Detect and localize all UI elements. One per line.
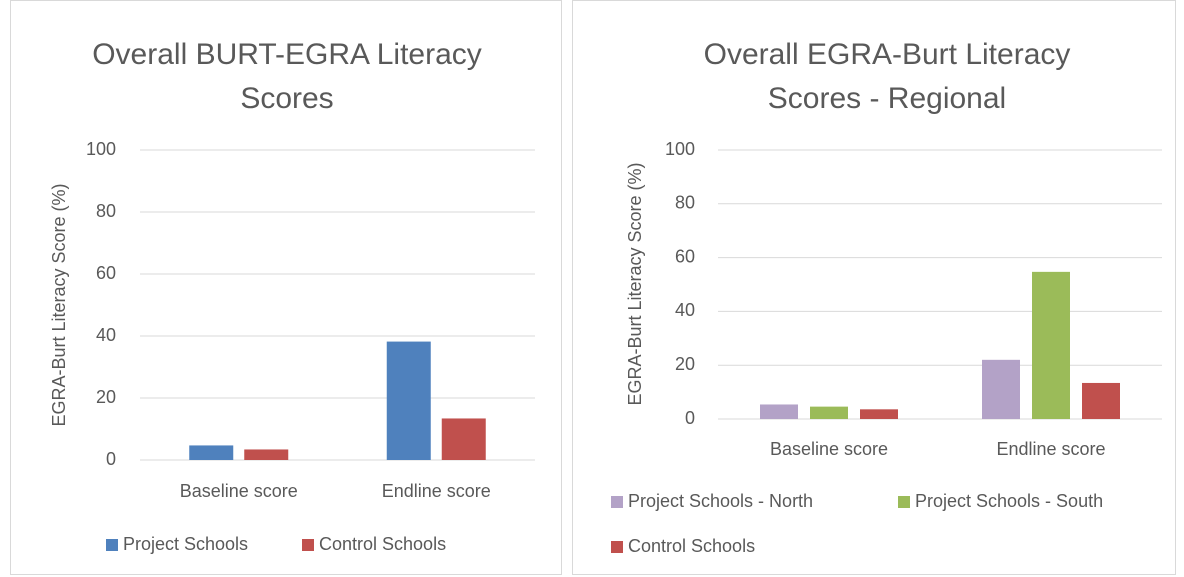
y-tick-label: 40	[96, 325, 116, 345]
legend-swatch	[611, 541, 623, 553]
legend-swatch	[106, 539, 118, 551]
legend-label: Project Schools - South	[915, 491, 1103, 511]
y-tick-label: 20	[96, 387, 116, 407]
bar	[810, 406, 848, 419]
y-tick-label: 80	[675, 193, 695, 213]
y-tick-label: 60	[675, 246, 695, 266]
legend-label: Control Schools	[319, 534, 446, 554]
chart-frame	[572, 0, 1176, 575]
bar	[386, 341, 431, 460]
legend-swatch	[302, 539, 314, 551]
bar	[982, 359, 1020, 419]
x-tick-label: Baseline score	[770, 439, 888, 459]
y-tick-label: 40	[675, 300, 695, 320]
y-tick-label: 100	[86, 139, 116, 159]
y-tick-label: 20	[675, 354, 695, 374]
chart-title: Overall EGRA-Burt Literacy Scores - Regi…	[703, 38, 1071, 115]
x-tick-label: Baseline score	[180, 481, 298, 501]
chart-frame	[10, 0, 562, 575]
x-tick-label: Endline score	[996, 439, 1105, 459]
chart-title: Overall BURT-EGRA Literacy Scores	[92, 38, 482, 115]
y-tick-label: 80	[96, 201, 116, 221]
bar	[244, 449, 289, 460]
legend-label: Control Schools	[628, 536, 755, 556]
bar	[860, 409, 898, 419]
y-axis-title: EGRA-Burt Literacy Score (%)	[625, 162, 645, 405]
bar	[441, 418, 486, 460]
legend-label: Project Schools - North	[628, 491, 813, 511]
bar	[1082, 382, 1120, 419]
legend-swatch	[898, 496, 910, 508]
bar	[760, 404, 798, 419]
y-tick-label: 100	[665, 139, 695, 159]
y-tick-label: 0	[106, 449, 116, 469]
legend-label: Project Schools	[123, 534, 248, 554]
y-axis-title: EGRA-Burt Literacy Score (%)	[49, 183, 69, 426]
y-tick-label: 60	[96, 263, 116, 283]
bar	[189, 445, 234, 460]
bar	[1032, 271, 1070, 419]
x-tick-label: Endline score	[382, 481, 491, 501]
y-tick-label: 0	[685, 408, 695, 428]
legend-swatch	[611, 496, 623, 508]
